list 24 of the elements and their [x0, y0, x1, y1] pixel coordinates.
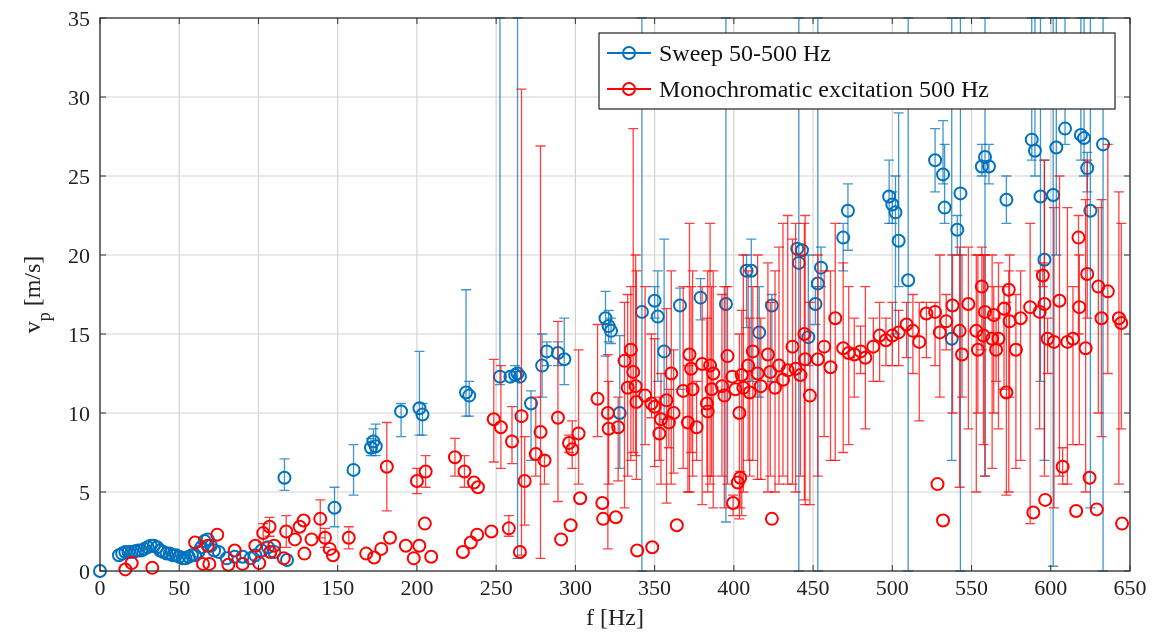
x-tick-label: 450 [796, 575, 830, 600]
x-tick-label: 400 [717, 575, 751, 600]
y-tick-label: 0 [79, 558, 90, 584]
x-axis-title: f [Hz] [586, 604, 644, 630]
legend-label: Sweep 50-500 Hz [659, 40, 831, 67]
legend-label: Monochromatic excitation 500 Hz [659, 76, 989, 103]
x-tick-label: 350 [638, 575, 672, 600]
y-tick-label: 35 [68, 5, 90, 31]
x-tick-label: 150 [321, 575, 355, 600]
y-tick-label: 30 [68, 84, 90, 110]
x-tick-label: 50 [168, 575, 191, 600]
y-tick-label: 25 [68, 163, 90, 189]
y-tick-label: 5 [79, 479, 90, 505]
x-tick-label: 500 [875, 575, 909, 600]
y-tick-label: 20 [68, 242, 90, 268]
y-tick-label: 15 [68, 321, 90, 347]
x-tick-label: 200 [400, 575, 434, 600]
x-tick-label: 600 [1034, 575, 1068, 600]
x-tick-label: 550 [955, 575, 989, 600]
x-tick-label: 250 [479, 575, 513, 600]
x-tick-label: 100 [241, 575, 275, 600]
y-tick-label: 10 [68, 400, 90, 426]
x-tick-label: 300 [558, 575, 592, 600]
x-tick-label: 650 [1113, 575, 1147, 600]
